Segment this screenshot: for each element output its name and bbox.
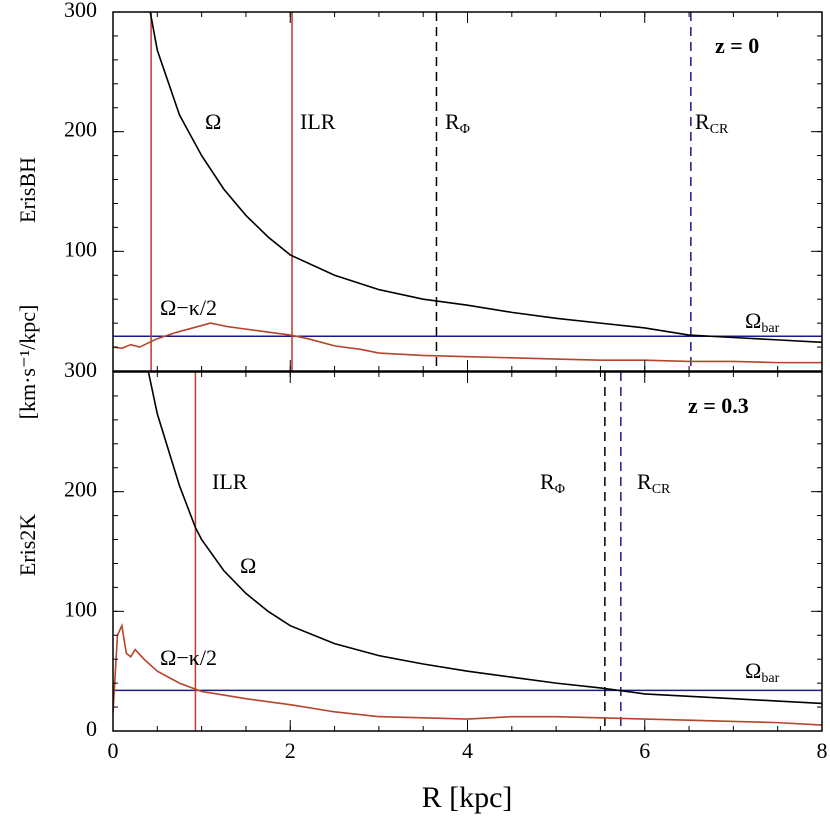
panel-label: ErisBH: [15, 157, 40, 223]
x-axis-label: R [kpc]: [422, 781, 513, 814]
x-tick-label: 0: [108, 738, 119, 763]
x-tick-label: 6: [639, 738, 650, 763]
label-main: ILR: [212, 469, 248, 494]
series-label: Ω: [240, 553, 256, 578]
series-line: [149, 12, 822, 344]
x-tick-label: 2: [285, 738, 296, 763]
label-main: Ω: [745, 308, 761, 333]
frame: [112, 11, 823, 372]
panel-label: Eris2K: [15, 514, 40, 576]
y-tick-label: 100: [64, 596, 97, 621]
plot-area: [113, 372, 822, 731]
label-main: R: [695, 109, 710, 134]
label-main: ILR: [300, 109, 336, 134]
label-sub: CR: [652, 482, 671, 497]
annotation-label: Ωbar: [745, 308, 780, 336]
label-main: R: [445, 109, 460, 134]
y-tick-label: 300: [64, 0, 97, 22]
x-tick-label: 4: [462, 738, 473, 763]
series-line: [147, 372, 822, 705]
plot-area: [113, 12, 822, 371]
annotation-label: ILR: [300, 109, 336, 134]
series-line: [113, 322, 822, 364]
label-main: Ω: [745, 658, 761, 683]
y-tick-label: 200: [64, 117, 97, 142]
series-label: Ω−κ/2: [160, 295, 217, 320]
y-tick-label: 0: [86, 716, 97, 741]
x-tick-label: 8: [817, 738, 828, 763]
y-tick-label: 200: [64, 477, 97, 502]
label-main: R: [637, 469, 652, 494]
series-line: [113, 622, 822, 726]
annotation: z = 0: [715, 33, 759, 58]
annotation: z = 0.3: [688, 393, 749, 418]
label-sub: Φ: [460, 122, 470, 137]
annotation-label: RΦ: [445, 109, 470, 137]
series-label: Ω: [205, 109, 221, 134]
label-sub: bar: [761, 671, 779, 686]
label-sub: CR: [710, 122, 729, 137]
y-tick-label: 300: [64, 357, 97, 382]
annotation-label: RCR: [637, 469, 671, 497]
label-sub: bar: [761, 321, 779, 336]
annotation-label: Ωbar: [745, 658, 780, 686]
y-tick-label: 100: [64, 236, 97, 261]
label-main: R: [540, 469, 555, 494]
label-sub: Φ: [555, 482, 565, 497]
series-label: Ω−κ/2: [160, 645, 217, 670]
annotation-label: RCR: [695, 109, 729, 137]
y-axis-label: [km·s⁻¹/kpc]: [15, 305, 40, 420]
annotation-label: ILR: [212, 469, 248, 494]
frame: [112, 371, 823, 732]
annotation-label: RΦ: [540, 469, 565, 497]
